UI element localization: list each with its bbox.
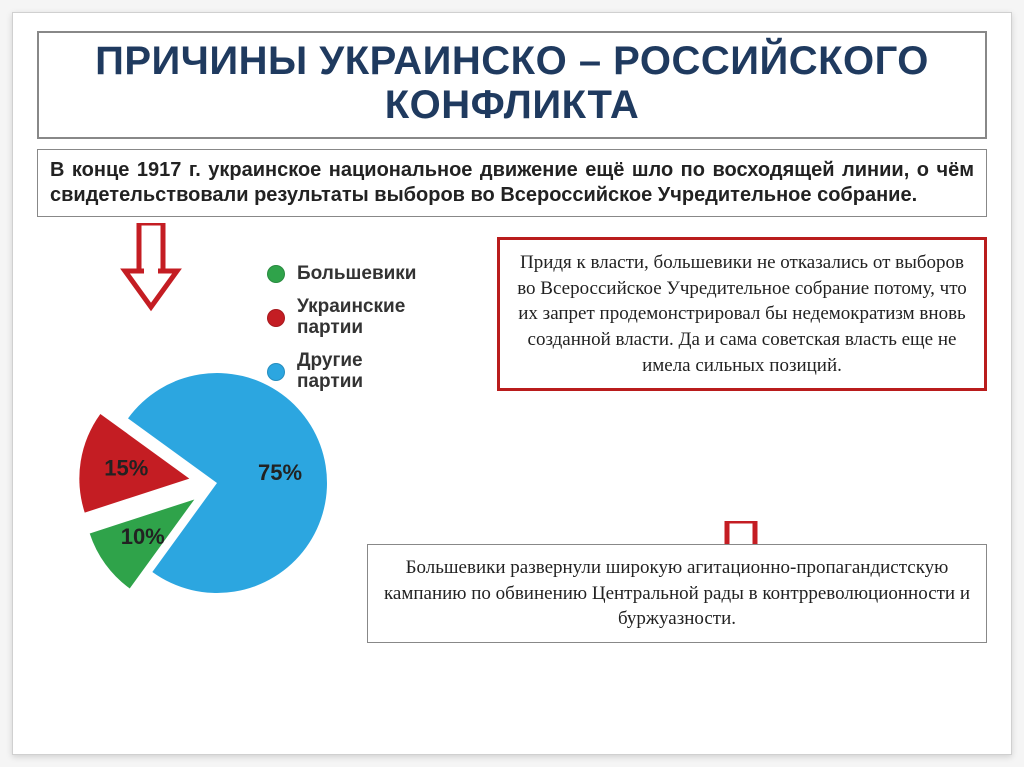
pie-chart: 10% 15% 75% [47,313,367,633]
callout-box-right: Придя к власти, большевики не отказались… [497,237,987,391]
legend-label: Большевики [297,263,417,285]
slide: ПРИЧИНЫ УКРАИНСКО – РОССИЙСКОГО КОНФЛИКТ… [12,12,1012,755]
legend-dot-icon [267,265,285,283]
callout-box-bottom: Большевики развернули широкую агитационн… [367,544,987,643]
slide-title: ПРИЧИНЫ УКРАИНСКО – РОССИЙСКОГО КОНФЛИКТ… [49,39,975,127]
arrow-down-icon [117,223,187,313]
pie-label-bolsheviks: 10% [121,524,165,549]
intro-text: В конце 1917 г. украинское национальное … [37,149,987,217]
pie-label-other: 75% [258,460,302,485]
legend-item: Большевики [267,263,417,285]
pie-label-ukrainian: 15% [104,456,148,481]
title-container: ПРИЧИНЫ УКРАИНСКО – РОССИЙСКОГО КОНФЛИКТ… [37,31,987,139]
content-area: Большевики Украинскиепартии Другиепартии… [37,223,987,643]
